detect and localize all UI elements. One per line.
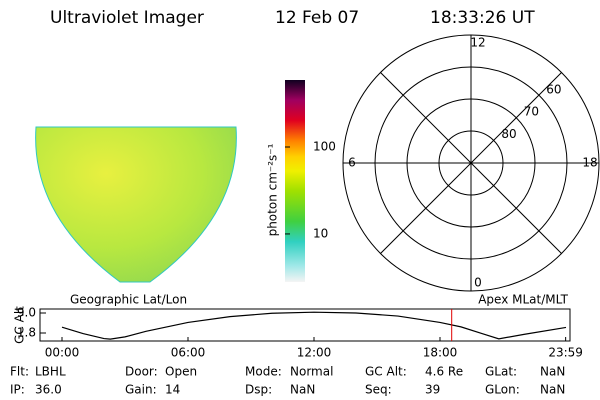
y-tick-label: 9.0 xyxy=(17,306,36,320)
left-label: Geographic Lat/Lon xyxy=(70,293,187,307)
mlt-label: 6 xyxy=(348,156,356,170)
time: 18:33:26 UT xyxy=(430,8,535,28)
alt-line xyxy=(61,311,567,340)
footer-label: Dsp: xyxy=(245,383,272,397)
colorbar xyxy=(285,80,305,282)
colorbar-label: photon cm⁻²s⁻¹ xyxy=(266,143,280,236)
lat-ring xyxy=(374,66,568,260)
lat-label: 70 xyxy=(524,105,539,119)
footer-label: Mode: xyxy=(245,365,282,379)
footer-value: 4.6 Re xyxy=(425,365,463,379)
y-label: GC Alt xyxy=(13,306,27,344)
footer-value: 14 xyxy=(165,383,180,397)
footer-value: Normal xyxy=(290,365,333,379)
footer-value: 39 xyxy=(425,383,440,397)
footer-label: GLon: xyxy=(485,383,520,397)
mlt-label: 18 xyxy=(582,156,597,170)
x-tick-label: 12:00 xyxy=(297,346,332,360)
footer-label: Seq: xyxy=(365,383,392,397)
lat-ring xyxy=(406,98,536,228)
footer-value: 36.0 xyxy=(35,383,62,397)
footer-label: GC Alt: xyxy=(365,365,407,379)
title: Ultraviolet Imager xyxy=(50,8,204,28)
footer-value: LBHL xyxy=(35,365,66,379)
x-tick-label: 00:00 xyxy=(45,346,80,360)
lat-label: 80 xyxy=(501,127,516,141)
x-tick-label: 18:00 xyxy=(423,346,458,360)
footer-label: Door: xyxy=(125,365,158,379)
colorbar-tick-label: 10 xyxy=(313,226,328,240)
lat-ring xyxy=(438,130,504,196)
mlt-label: 12 xyxy=(470,36,485,50)
footer-value: NaN xyxy=(540,365,565,379)
footer-label: Flt: xyxy=(10,365,29,379)
footer-label: IP: xyxy=(10,383,25,397)
footer-label: Gain: xyxy=(125,383,157,397)
footer-value: NaN xyxy=(290,383,315,397)
footer-value: NaN xyxy=(540,383,565,397)
y-tick-label: 1.8 xyxy=(17,326,36,340)
right-label: Apex MLat/MLT xyxy=(478,293,568,307)
mlt-label: 0 xyxy=(474,276,482,290)
footer-label: GLat: xyxy=(485,365,517,379)
colorbar-tick-label: 100 xyxy=(313,140,336,154)
footer-value: Open xyxy=(165,365,197,379)
x-tick-label: 06:00 xyxy=(171,346,206,360)
lat-label: 60 xyxy=(546,82,561,96)
date: 12 Feb 07 xyxy=(275,8,359,28)
uv-image xyxy=(35,126,237,283)
x-tick-label: 23:59 xyxy=(548,346,583,360)
alt-frame xyxy=(39,308,571,342)
